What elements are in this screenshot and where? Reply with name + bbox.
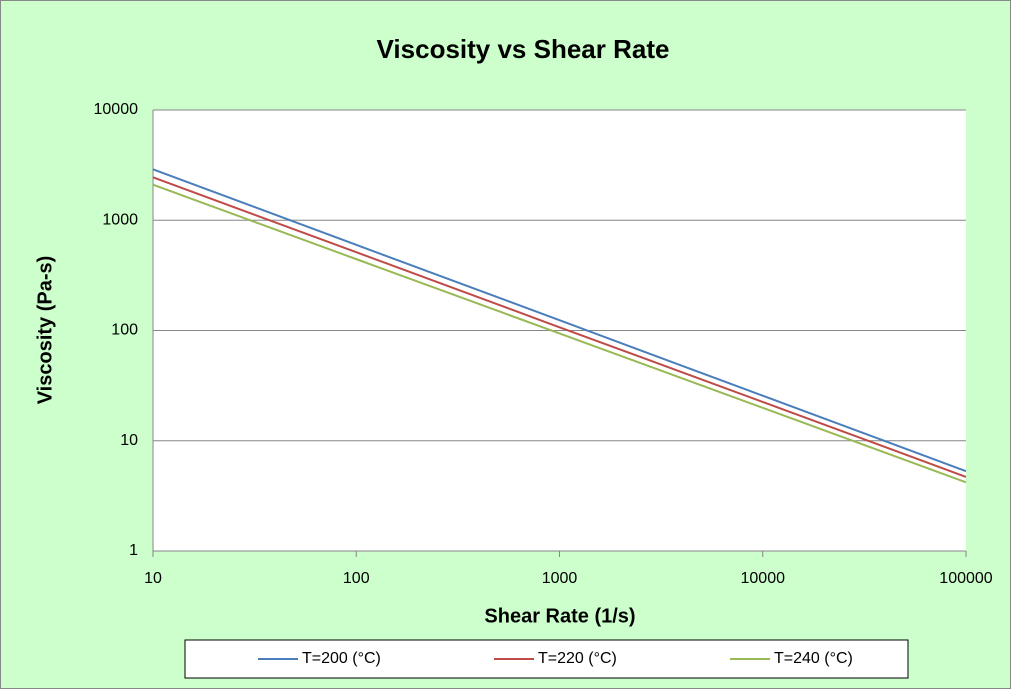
chart-title: Viscosity vs Shear Rate [377, 34, 670, 64]
series-line [152, 176, 967, 478]
x-tick-label: 1000 [542, 570, 578, 587]
y-tick-label: 100 [111, 322, 138, 339]
series-line [152, 183, 967, 484]
legend-label: T=200 (°C) [302, 650, 381, 667]
x-tick-label: 10 [144, 570, 162, 587]
y-axis-label: Viscosity (Pa-s) [34, 256, 56, 405]
y-tick-label: 1000 [102, 211, 138, 228]
y-tick-label: 1 [129, 542, 138, 559]
x-tick-label: 100 [343, 570, 370, 587]
x-tick-label: 10000 [741, 570, 786, 587]
series-line [152, 168, 967, 473]
legend-label: T=220 (°C) [538, 650, 617, 667]
y-tick-label: 10 [120, 432, 138, 449]
x-tick-label: 100000 [939, 570, 992, 587]
legend [184, 639, 909, 679]
y-tick-label: 10000 [94, 101, 139, 118]
x-axis-label: Shear Rate (1/s) [484, 605, 635, 627]
legend-label: T=240 (°C) [774, 650, 853, 667]
